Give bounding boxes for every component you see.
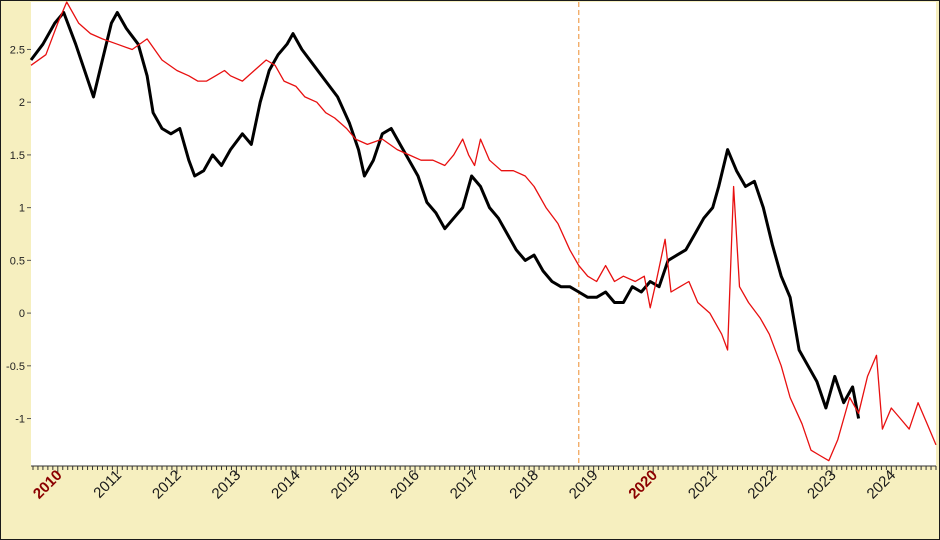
series-line-2 (30, 1, 937, 462)
x-axis: 2010 2011 2012 2013 2014 2015 2016 2017 2018 2019… (30, 467, 899, 503)
series-layer (29, 1, 937, 462)
x-tick-label: 2019 (566, 467, 602, 503)
plot-area (31, 2, 936, 466)
y-axis: 2.5 2 1.5 1 0.5 0 -0.5 -1 (6, 44, 31, 426)
y-tick-label: -0.5 (6, 361, 25, 373)
y-tick-label: 1 (19, 203, 25, 215)
y-tick-label: 2 (19, 97, 25, 109)
x-minor-ticks (32, 466, 937, 474)
x-tick-label: 2012 (149, 467, 185, 503)
x-tick-label: 2017 (447, 467, 483, 503)
x-tick-label: 2024 (864, 467, 900, 503)
x-tick-label: 2013 (209, 467, 245, 503)
x-tick-label: 2022 (744, 467, 780, 503)
x-tick-label: 2023 (804, 467, 840, 503)
series-line-1 (29, 11, 861, 419)
x-tick-label: 2018 (506, 467, 542, 503)
y-tick-label: 2.5 (10, 44, 25, 56)
x-tick-label: 2015 (328, 467, 364, 503)
x-tick-label: 2021 (685, 467, 721, 503)
x-tick-label: 2011 (90, 467, 125, 502)
x-tick-label: 2020 (625, 467, 661, 503)
y-tick-label: -1 (15, 414, 25, 426)
y-tick-label: 0 (19, 308, 25, 320)
y-tick-label: 1.5 (10, 150, 25, 162)
y-tick-label: 0.5 (10, 255, 25, 267)
x-tick-label: 2010 (30, 467, 66, 503)
x-tick-label: 2016 (387, 467, 423, 503)
x-tick-label: 2014 (268, 467, 304, 503)
